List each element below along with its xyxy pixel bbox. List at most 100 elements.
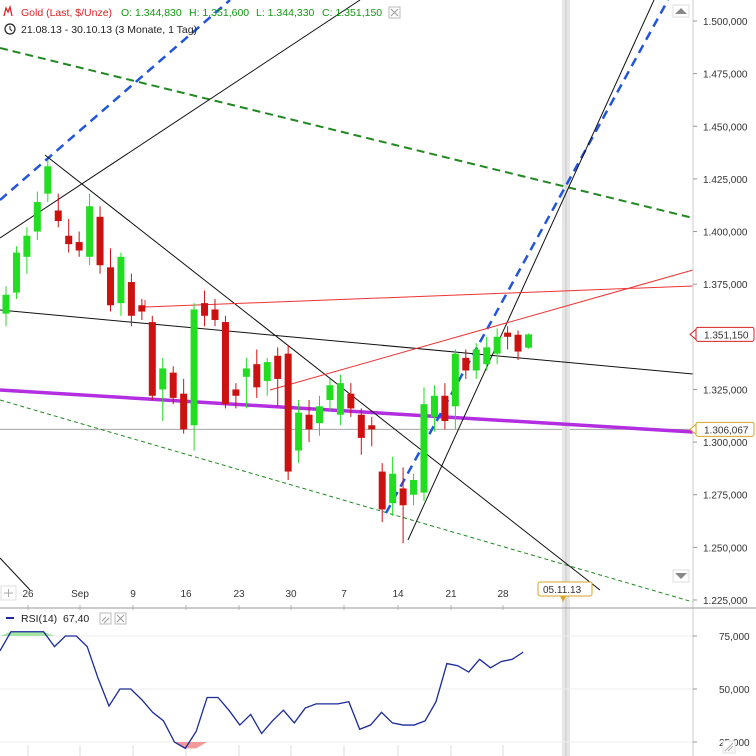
candle xyxy=(368,416,376,447)
panel-handle-right[interactable] xyxy=(722,740,736,754)
candle xyxy=(253,349,261,398)
rsi-settings-icon[interactable] xyxy=(99,612,112,625)
cursor-date-marker: 05.11.13 xyxy=(537,581,593,602)
date-tick-label: 23 xyxy=(233,589,245,600)
candle xyxy=(117,252,125,316)
candle-body xyxy=(23,235,31,257)
price-gridlines xyxy=(0,0,693,756)
candle xyxy=(201,290,209,327)
chart-header: Gold (Last, $/Unze) O: 1.344,830 H: 1.35… xyxy=(3,4,401,36)
candle-body xyxy=(305,414,313,430)
date-tick-label: 28 xyxy=(497,589,509,600)
candles-group xyxy=(2,159,532,544)
candle-body xyxy=(232,389,240,396)
rsi-value: 67,40 xyxy=(63,613,89,625)
candle xyxy=(221,315,229,409)
candle-body xyxy=(472,349,480,371)
hline-price-label: 1.306,067 xyxy=(704,425,749,436)
rsi-panel xyxy=(0,631,693,750)
candle xyxy=(378,463,386,523)
candle-body xyxy=(514,334,522,352)
green-dashed-lower-line xyxy=(0,399,694,603)
panel-handle-left[interactable] xyxy=(0,585,17,601)
candle xyxy=(211,298,219,327)
candle xyxy=(472,343,480,379)
candle xyxy=(54,193,62,228)
high-value: H: 1.351,600 xyxy=(189,7,249,19)
price-tick-label: 1.300,000 xyxy=(703,438,748,449)
candle xyxy=(190,303,198,451)
candle-body xyxy=(169,372,177,398)
candle xyxy=(242,357,250,409)
low-value: L: 1.344,330 xyxy=(256,7,315,19)
candle-body xyxy=(326,385,334,400)
date-tick-label: 26 xyxy=(22,589,34,600)
date-tick-label: 16 xyxy=(180,589,192,600)
blue-dashed-rising-line xyxy=(384,0,670,514)
instrument-name: Gold (Last, $/Unze) xyxy=(21,7,112,19)
candle xyxy=(504,326,512,350)
rsi-close-icon[interactable] xyxy=(114,612,127,625)
rsi-tick-label: 75,000 xyxy=(719,632,750,643)
scroll-up-icon[interactable] xyxy=(672,4,690,18)
candle xyxy=(316,395,323,436)
candle-body xyxy=(441,395,449,422)
candle xyxy=(107,248,114,312)
candle xyxy=(493,328,501,365)
candle-body xyxy=(284,353,292,472)
candle-body xyxy=(316,406,323,424)
candle xyxy=(274,347,282,407)
candle-body xyxy=(420,404,428,493)
price-tick-label: 1.400,000 xyxy=(703,228,748,239)
candle-body xyxy=(221,322,229,405)
rsi-label: RSI(14) xyxy=(21,613,57,625)
candle-body xyxy=(75,242,83,251)
candle-body xyxy=(2,294,10,314)
candle-body xyxy=(451,353,459,407)
candle xyxy=(148,315,156,400)
black-corner-line xyxy=(0,557,31,591)
candle-body xyxy=(462,357,470,371)
red-rising-line xyxy=(269,269,694,391)
candle-body xyxy=(107,267,114,306)
price-tick-label: 1.250,000 xyxy=(703,543,748,554)
candle-body xyxy=(190,309,198,426)
hline-price-marker: 1.306,067 xyxy=(689,421,755,437)
header-close-icon[interactable] xyxy=(388,6,401,19)
date-axis: 26 Sep 9 16 23 30 7 14 21 28 xyxy=(22,589,509,600)
candle xyxy=(347,383,355,417)
candle-body xyxy=(138,305,146,312)
black-channel-line xyxy=(0,309,694,375)
rsi-header: RSI(14) 67,40 xyxy=(6,612,127,625)
candle-body xyxy=(65,235,73,245)
rsi-oversold-fill xyxy=(174,742,208,749)
candle-body xyxy=(127,282,135,316)
candle-body xyxy=(253,364,261,388)
red-flat-line xyxy=(144,285,694,308)
candle xyxy=(86,193,94,266)
scroll-down-icon[interactable] xyxy=(672,569,690,583)
candle-body xyxy=(180,393,188,430)
candle xyxy=(483,336,491,371)
candle-body xyxy=(347,393,355,409)
candle xyxy=(389,456,397,516)
candle-body xyxy=(242,368,250,377)
candle-body xyxy=(86,206,94,257)
candle-body xyxy=(148,322,156,396)
rsi-line xyxy=(0,631,524,750)
price-tick-label: 1.500,000 xyxy=(703,17,748,28)
candle xyxy=(357,408,365,455)
price-tick-label: 1.375,000 xyxy=(703,280,748,291)
price-tick-label: 1.225,000 xyxy=(703,596,748,607)
date-tick-label: Sep xyxy=(71,589,89,600)
candle xyxy=(430,385,438,432)
price-tick-label: 1.325,000 xyxy=(703,385,748,396)
candle xyxy=(75,231,83,257)
candle-body xyxy=(368,425,376,430)
black-falling-line xyxy=(44,154,601,591)
candle-body xyxy=(44,166,52,194)
green-dashed-upper-line xyxy=(0,47,694,219)
last-price-marker: 1.351,150 xyxy=(689,326,755,342)
price-axis: 1.500,000 1.475,000 1.450,000 1.425,000 1.40… xyxy=(693,17,748,607)
